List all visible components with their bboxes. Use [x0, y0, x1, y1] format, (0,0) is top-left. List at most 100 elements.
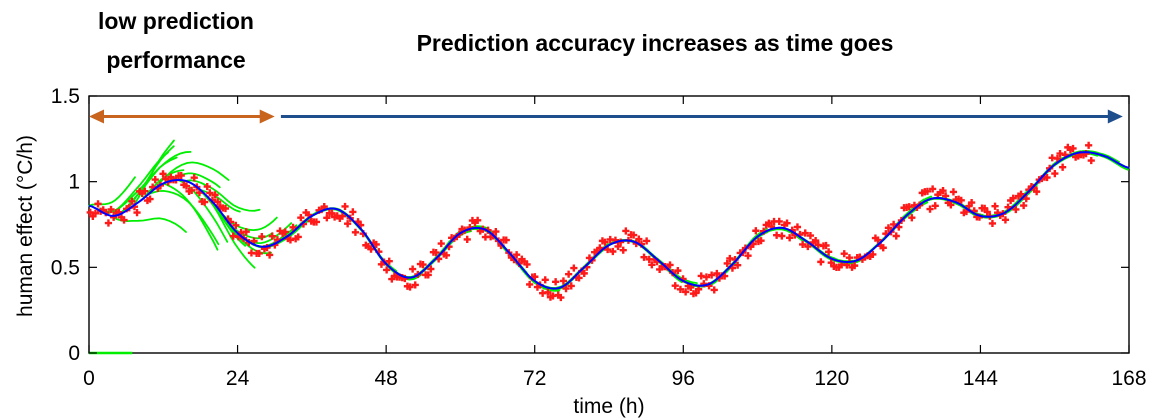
observation-point: [541, 276, 549, 284]
observation-point: [409, 265, 417, 273]
observation-point: [575, 274, 583, 282]
observation-point: [869, 250, 877, 259]
observation-point: [442, 251, 451, 259]
observation-point: [206, 189, 214, 197]
observation-point: [268, 232, 276, 240]
observation-point: [562, 284, 570, 293]
observation-point: [221, 204, 230, 213]
observation-point: [1051, 169, 1059, 178]
observation-point: [926, 205, 934, 213]
observation-point: [674, 267, 682, 275]
observation-point: [1069, 144, 1077, 153]
observation-point: [957, 196, 965, 204]
observation-point: [695, 285, 703, 293]
observation-point: [570, 264, 578, 272]
observation-point: [159, 170, 167, 178]
observation-point: [671, 282, 679, 290]
observation-point: [783, 219, 791, 227]
forecast-curve: [207, 196, 256, 269]
observation-point: [383, 266, 391, 274]
observation-point: [557, 293, 565, 302]
x-tick-label: 24: [226, 367, 250, 390]
observation-point: [879, 244, 887, 252]
x-tick-label: 72: [523, 367, 546, 390]
observation-point: [635, 235, 643, 243]
forecast-curve: [155, 161, 230, 189]
observation-point: [892, 232, 900, 240]
x-axis-ticks: 0 24 48 72 96 120 144 168: [83, 96, 1147, 390]
observation-point: [289, 223, 297, 231]
observation-point: [817, 258, 825, 266]
observation-point: [338, 212, 347, 220]
observation-point: [146, 195, 154, 203]
observation-point: [141, 187, 149, 195]
observation-point: [884, 224, 893, 232]
observation-point: [1053, 154, 1062, 163]
forecast-curve: [184, 179, 261, 212]
observation-point: [258, 232, 266, 241]
forecast-curve: [147, 189, 220, 246]
right-annotation: Prediction accuracy increases as time go…: [417, 30, 894, 56]
observation-point: [580, 269, 588, 277]
observation-point: [752, 227, 760, 235]
observation-point: [526, 280, 534, 289]
observation-point: [424, 271, 432, 279]
observation-point: [1022, 195, 1030, 203]
observation-point: [385, 257, 393, 265]
observation-point: [682, 288, 690, 296]
observation-point: [188, 186, 196, 194]
observation-point: [552, 278, 560, 286]
y-tick-label: 1: [68, 171, 80, 194]
observation-point: [232, 221, 240, 229]
observation-point: [793, 223, 802, 231]
observation-point: [502, 236, 510, 244]
observation-point: [474, 216, 482, 224]
observation-point: [1009, 194, 1017, 202]
observation-point: [344, 220, 352, 228]
left-annotation-line2: performance: [106, 47, 245, 73]
observation-point: [411, 281, 419, 289]
observation-point: [437, 239, 445, 248]
x-tick-label: 168: [1111, 367, 1146, 390]
observation-point: [666, 261, 674, 269]
observation-point: [614, 242, 622, 251]
observation-point: [110, 213, 118, 221]
observation-point: [128, 197, 136, 205]
observation-point: [640, 253, 648, 261]
observation-point: [427, 265, 435, 273]
observation-point: [182, 182, 191, 190]
observation-point: [757, 237, 765, 245]
x-tick-label: 96: [672, 367, 695, 390]
observation-point: [203, 182, 211, 191]
forecast-curve: [162, 182, 219, 251]
observation-point: [721, 272, 729, 280]
observation-point: [419, 261, 427, 269]
x-tick-label: 48: [374, 367, 397, 390]
x-tick-label: 0: [83, 367, 95, 390]
observation-point: [619, 246, 627, 254]
observation-point: [929, 185, 937, 193]
observation-point: [775, 217, 783, 225]
observation-point: [988, 219, 997, 228]
observation-point: [1012, 205, 1020, 214]
observation-point: [786, 234, 794, 242]
y-tick-label: 0: [68, 342, 80, 365]
observation-point: [822, 241, 830, 250]
observation-point: [492, 227, 500, 236]
plot-area: 0 24 48 72 96 120 144 168 0 0.5 1 1.5: [51, 85, 1147, 390]
observation-point: [513, 251, 521, 259]
observation-point: [744, 252, 752, 260]
observation-point: [211, 191, 219, 199]
observation-point: [734, 261, 742, 269]
observation-point: [728, 264, 737, 272]
observation-point: [151, 176, 159, 184]
observation-point: [531, 273, 539, 281]
plot-frame: [88, 95, 1130, 354]
observation-point: [281, 228, 289, 236]
observation-point: [643, 237, 651, 245]
x-axis-label: time (h): [573, 395, 644, 418]
observation-point: [968, 198, 976, 207]
observation-point: [91, 209, 100, 217]
observation-point: [609, 247, 617, 256]
observation-point: [107, 205, 115, 214]
